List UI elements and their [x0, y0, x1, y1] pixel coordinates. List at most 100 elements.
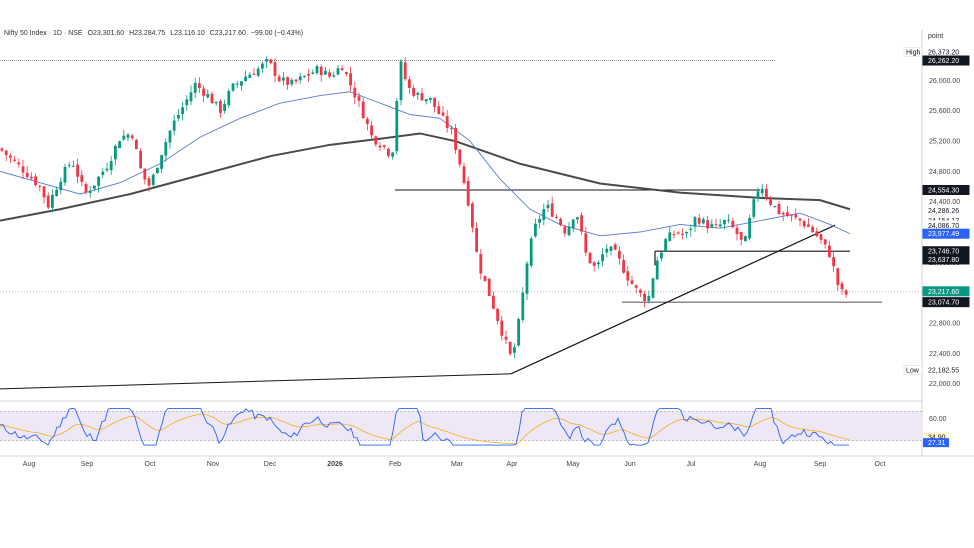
time-tick-label: Jul — [687, 461, 696, 468]
price-tag-value: 23,074.70 — [928, 300, 959, 307]
candle-body — [290, 79, 294, 85]
candle-body — [286, 77, 289, 85]
candle-body — [454, 127, 457, 151]
candle-body — [735, 227, 739, 235]
price-axis-unit[interactable]: point — [928, 33, 944, 40]
candle-body — [332, 75, 336, 77]
candle-body — [550, 203, 554, 217]
candle-body — [613, 244, 617, 250]
candle-body — [424, 99, 428, 102]
candle-body — [567, 226, 571, 236]
candle-body — [840, 283, 844, 290]
time-tick-label: Aug — [23, 461, 36, 468]
candle-body — [403, 62, 407, 80]
candle-body — [828, 245, 831, 258]
candle-body — [114, 145, 117, 160]
candle-body — [319, 66, 323, 76]
candle-body — [555, 216, 558, 218]
candle-body — [588, 252, 592, 264]
candle-body — [202, 88, 205, 96]
price-tag-box — [922, 254, 970, 265]
candle-body — [508, 341, 512, 354]
candle-body — [0, 148, 4, 151]
chart-header: Nifty 50 Index · 1D · NSE O23,301.60 H23… — [4, 30, 306, 37]
chart-area[interactable]: 22,000.0022,400.0022,800.0023,200.0023,6… — [0, 28, 974, 474]
time-tick-label: Oct — [145, 461, 156, 468]
candle-body — [706, 220, 709, 229]
candle-body — [219, 101, 222, 113]
candle-body — [739, 232, 743, 240]
oscillator-tick-label: 60.00 — [929, 416, 947, 423]
candle-body — [466, 180, 470, 206]
candle-body — [672, 234, 676, 236]
price-tick-label: 25,600.00 — [929, 108, 960, 115]
price-chart-svg[interactable]: 22,000.0022,400.0022,800.0023,200.0023,6… — [0, 28, 974, 474]
candle-body — [13, 159, 16, 161]
candle-body — [798, 218, 802, 221]
candle-body — [492, 295, 495, 309]
candle-body — [265, 58, 268, 62]
candle-body — [517, 319, 520, 346]
candle-body — [534, 223, 537, 237]
candle-body — [622, 259, 625, 273]
candle-body — [777, 203, 781, 214]
candle-body — [59, 181, 63, 191]
candle-body — [231, 83, 235, 91]
candle-body — [349, 73, 352, 86]
symbol-label[interactable]: Nifty 50 Index · 1D · NSE — [4, 30, 83, 37]
candle-body — [437, 106, 441, 114]
candle-body — [210, 93, 214, 104]
candle-body — [198, 83, 201, 89]
candle-body — [147, 178, 151, 186]
candle-body — [651, 278, 655, 298]
candle-body — [30, 176, 33, 179]
candle-body — [416, 92, 420, 95]
price-tick-label: 22,000.00 — [929, 381, 960, 388]
candle-body — [298, 76, 302, 81]
candle-body — [546, 204, 550, 208]
price-tick-label: 24,800.00 — [929, 169, 960, 176]
candle-body — [781, 212, 785, 215]
candle-body — [748, 217, 751, 239]
price-tag-value: 26,262.20 — [928, 58, 959, 65]
candle-body — [794, 214, 798, 218]
candle-body — [592, 262, 596, 266]
candle-body — [513, 347, 516, 353]
candle-body — [790, 215, 793, 217]
candle-body — [702, 219, 705, 224]
price-tag-box — [922, 364, 970, 375]
price-tag-value: 23,217.60 — [928, 289, 959, 296]
candle-body — [450, 128, 453, 130]
candle-body — [773, 206, 777, 208]
candle-body — [282, 77, 285, 81]
time-tick-label: Dec — [264, 461, 277, 468]
candle-body — [681, 233, 684, 235]
candle-body — [84, 183, 88, 193]
time-tick-label: Sep — [814, 461, 827, 468]
candle-body — [685, 231, 688, 234]
candle-body — [660, 252, 663, 259]
price-tag-value: 24,554.30 — [928, 187, 959, 194]
price-tag-label-box — [903, 47, 923, 57]
candle-body — [303, 75, 306, 77]
candle-body — [248, 74, 252, 78]
candle-body — [538, 219, 541, 223]
oscillator-signal-line — [0, 413, 850, 445]
price-tick-label: 22,400.00 — [929, 351, 960, 358]
candle-body — [235, 83, 239, 85]
candle-body — [370, 125, 373, 136]
candle-body — [76, 164, 79, 177]
candle-body — [340, 68, 344, 71]
candle-body — [634, 285, 638, 288]
candle-body — [378, 145, 382, 148]
price-tag-label: High — [906, 50, 921, 57]
candle-body — [744, 236, 747, 242]
price-tick-label: 26,000.00 — [929, 78, 960, 85]
candle-body — [676, 232, 680, 234]
candle-body — [177, 115, 180, 119]
candle-body — [399, 61, 403, 101]
candle-body — [88, 190, 92, 193]
candle-body — [164, 142, 168, 156]
candle-body — [387, 148, 390, 156]
candle-body — [240, 81, 243, 86]
